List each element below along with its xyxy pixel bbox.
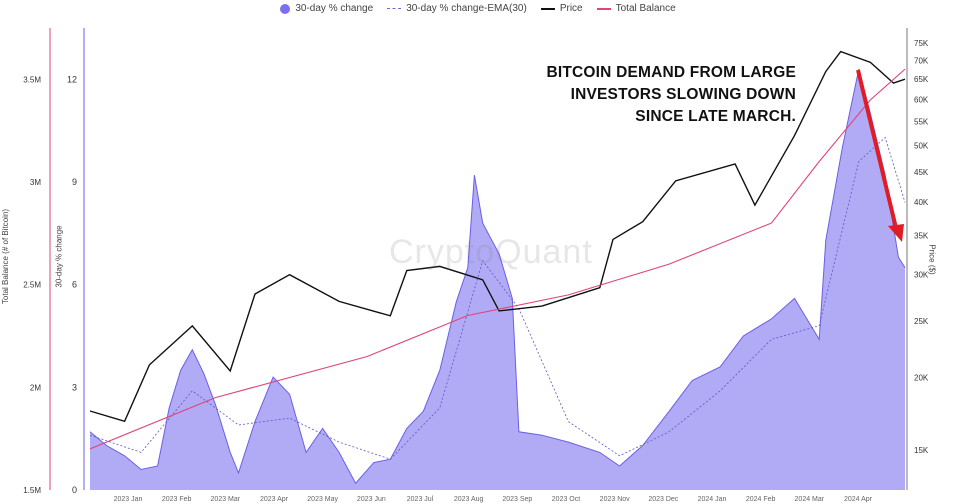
pct-tick-label: 3 bbox=[72, 382, 77, 392]
x-tick-label: 2024 Jan bbox=[698, 496, 727, 503]
legend-label: 30-day % change-EMA(30) bbox=[406, 3, 527, 14]
balance-tick-label: 2.5M bbox=[23, 281, 41, 290]
annotation-line-1: BITCOIN DEMAND FROM LARGE bbox=[546, 64, 796, 81]
x-tick-label: 2024 Apr bbox=[844, 496, 873, 503]
legend-swatch bbox=[596, 7, 611, 10]
price-tick-label: 40K bbox=[914, 198, 929, 207]
plot-area bbox=[89, 50, 906, 490]
legend-swatch bbox=[387, 8, 402, 9]
annotation-arrow-head bbox=[888, 224, 904, 242]
legend-item[interactable]: Total Balance bbox=[596, 3, 676, 14]
axes: 3.5M 3M 2.5M 2M 1.5M 12 9 6 3 0 75K 70K 65K 60K 55K 50K… bbox=[23, 28, 929, 503]
legend-label: Price bbox=[559, 3, 583, 14]
balance-tick-label: 3M bbox=[30, 178, 41, 187]
x-tick-label: 2024 Mar bbox=[795, 496, 825, 503]
series-line-price bbox=[89, 50, 906, 423]
x-tick-label: 2023 Oct bbox=[552, 496, 580, 503]
pct-tick-label: 6 bbox=[72, 280, 77, 290]
price-tick-label: 25K bbox=[914, 317, 929, 326]
series-line-30-day-change bbox=[89, 68, 906, 485]
balance-tick-label: 3.5M bbox=[23, 75, 41, 84]
price-tick-label: 55K bbox=[914, 117, 929, 126]
legend-label: 30-day % change bbox=[295, 3, 374, 14]
legend-item[interactable]: 30-day % change-EMA(30) bbox=[387, 3, 527, 14]
legend-item[interactable]: 30-day % change bbox=[280, 3, 373, 14]
price-tick-label: 75K bbox=[914, 39, 929, 48]
x-tick-label: 2023 Feb bbox=[162, 496, 192, 503]
x-tick-label: 2023 Apr bbox=[260, 496, 289, 503]
pct-tick-label: 12 bbox=[67, 74, 77, 84]
price-tick-label: 70K bbox=[914, 56, 929, 65]
left-inner-axis-label: 30-day % change bbox=[54, 225, 64, 288]
x-tick-label: 2023 Jun bbox=[357, 496, 386, 503]
balance-tick-label: 1.5M bbox=[23, 486, 41, 495]
price-tick-label: 20K bbox=[914, 373, 929, 382]
x-tick-label: 2023 Sep bbox=[502, 496, 532, 503]
legend-swatch bbox=[280, 3, 291, 14]
annotation-line-2: INVESTORS SLOWING DOWN bbox=[570, 86, 796, 103]
pct-tick-label: 0 bbox=[72, 485, 77, 495]
annotation-arrow-shaft bbox=[856, 69, 898, 229]
balance-tick-label: 2M bbox=[30, 383, 41, 392]
legend-label: Total Balance bbox=[615, 3, 676, 14]
price-tick-label: 35K bbox=[914, 232, 929, 241]
x-tick-label: 2024 Feb bbox=[746, 496, 776, 503]
x-tick-label: 2023 Jul bbox=[407, 496, 434, 503]
price-tick-label: 60K bbox=[914, 95, 929, 104]
watermark: CryptoQuant bbox=[389, 233, 593, 271]
legend-swatch bbox=[540, 7, 555, 10]
series-line-total-balance bbox=[89, 68, 906, 450]
pct-tick-label: 9 bbox=[72, 177, 77, 187]
price-tick-label: 45K bbox=[914, 168, 929, 177]
series-area-30-day-change bbox=[90, 69, 905, 490]
price-tick-label: 15K bbox=[914, 446, 929, 455]
x-tick-label: 2023 Mar bbox=[211, 496, 241, 503]
left-outer-axis-label: Total Balance (# of Bitcoin) bbox=[1, 208, 11, 305]
price-tick-label: 50K bbox=[914, 142, 929, 151]
right-axis-label: Price ($) bbox=[927, 244, 937, 275]
x-tick-label: 2023 Aug bbox=[454, 496, 484, 503]
legend-item[interactable]: Price bbox=[540, 3, 583, 14]
annotation-text: BITCOIN DEMAND FROM LARGE INVESTORS SLOW… bbox=[496, 62, 796, 128]
price-tick-label: 65K bbox=[914, 75, 929, 84]
annotation-line-3: SINCE LATE MARCH. bbox=[635, 108, 796, 125]
x-tick-label: 2023 Dec bbox=[648, 496, 678, 503]
x-tick-label: 2023 Nov bbox=[600, 496, 630, 503]
x-tick-label: 2023 May bbox=[307, 496, 338, 503]
chart-legend: 30-day % change 30-day % change-EMA(30) Pr… bbox=[0, 3, 956, 14]
x-tick-label: 2023 Jan bbox=[114, 496, 143, 503]
price-tick-label: 30K bbox=[914, 271, 929, 280]
